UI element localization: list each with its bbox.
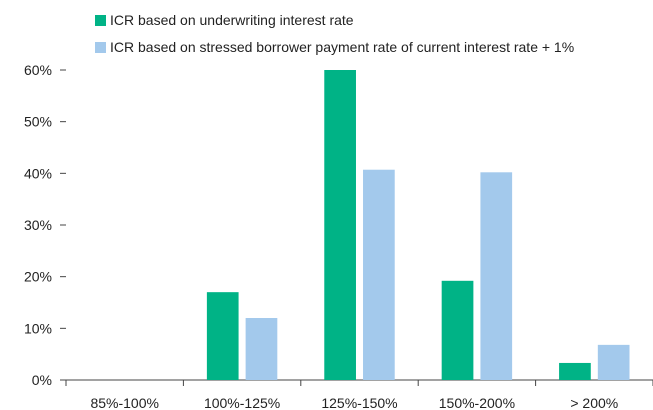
bar-series-2 <box>245 318 278 380</box>
bar-series-1 <box>206 292 239 380</box>
y-tick-label: 40% <box>24 165 52 181</box>
y-tick-label: 50% <box>24 114 52 130</box>
x-tick-label: 150%-200% <box>439 395 515 410</box>
x-axis: 85%-100% 100%-125% 125%-150% 150%-200% > 200… <box>65 379 653 410</box>
legend-label-underwriting: ICR based on underwriting interest rate <box>110 12 354 28</box>
x-tick-label: 125%-150% <box>321 395 397 410</box>
bars <box>206 70 630 380</box>
x-tick-label: > 200% <box>570 395 618 410</box>
bar-series-2 <box>597 344 630 380</box>
bar-series-1 <box>559 362 591 380</box>
legend-swatch-stressed <box>95 42 106 53</box>
bar-series-2 <box>480 172 513 380</box>
x-tick-label: 100%-125% <box>204 395 280 410</box>
y-axis: 0% 10% 20% 30% 40% 50% 60% <box>24 62 66 388</box>
y-tick-label: 20% <box>24 269 52 285</box>
y-tick-label: 0% <box>32 372 52 388</box>
x-tick-label: 85%-100% <box>90 395 159 410</box>
bar-series-1 <box>441 280 474 380</box>
bar-series-2 <box>363 169 395 380</box>
legend-swatch-underwriting <box>95 15 106 26</box>
legend: ICR based on underwriting interest rate … <box>95 12 574 55</box>
y-tick-label: 30% <box>24 217 52 233</box>
y-tick-label: 10% <box>24 320 52 336</box>
y-tick-label: 60% <box>24 62 52 78</box>
bar-series-1 <box>324 70 356 380</box>
legend-label-stressed: ICR based on stressed borrower payment r… <box>110 39 574 55</box>
